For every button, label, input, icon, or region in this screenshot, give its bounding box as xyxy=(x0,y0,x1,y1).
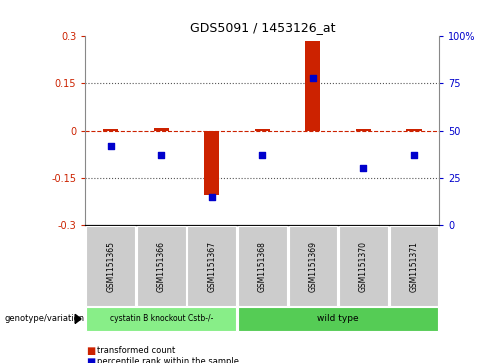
Bar xyxy=(204,131,219,195)
Point xyxy=(309,75,317,81)
Point xyxy=(157,152,165,158)
Bar xyxy=(255,129,270,131)
Bar xyxy=(154,127,169,131)
Bar xyxy=(305,41,321,131)
Text: percentile rank within the sample: percentile rank within the sample xyxy=(97,357,239,363)
Point xyxy=(208,194,216,200)
Text: cystatin B knockout Cstb-/-: cystatin B knockout Cstb-/- xyxy=(109,314,213,323)
Text: GSM1151371: GSM1151371 xyxy=(409,241,418,291)
Text: GSM1151366: GSM1151366 xyxy=(157,241,166,291)
Point xyxy=(360,166,367,171)
Point xyxy=(410,152,418,158)
Text: GSM1151365: GSM1151365 xyxy=(106,241,115,291)
Bar xyxy=(407,129,422,131)
Text: GSM1151368: GSM1151368 xyxy=(258,241,267,291)
Bar xyxy=(356,129,371,131)
Point xyxy=(259,152,266,158)
Text: ■: ■ xyxy=(86,346,96,356)
Point xyxy=(107,143,115,149)
Text: GSM1151370: GSM1151370 xyxy=(359,241,368,291)
Title: GDS5091 / 1453126_at: GDS5091 / 1453126_at xyxy=(189,21,335,34)
Text: transformed count: transformed count xyxy=(97,346,175,355)
Text: ■: ■ xyxy=(86,356,96,363)
Text: GSM1151367: GSM1151367 xyxy=(207,241,216,291)
Text: genotype/variation: genotype/variation xyxy=(5,314,85,323)
Text: wild type: wild type xyxy=(317,314,359,323)
Bar xyxy=(103,129,118,131)
Text: GSM1151369: GSM1151369 xyxy=(308,241,317,291)
